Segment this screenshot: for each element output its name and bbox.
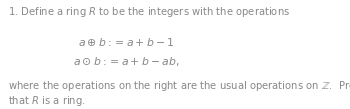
Text: $a \oplus b := a + b - 1$: $a \oplus b := a + b - 1$ bbox=[78, 36, 175, 48]
Text: $a \odot b := a + b - ab,$: $a \odot b := a + b - ab,$ bbox=[74, 55, 180, 68]
Text: that $R$ is a ring.: that $R$ is a ring. bbox=[8, 94, 85, 108]
Text: where the operations on the right are the usual operations on $\mathbb{Z}$.  Pro: where the operations on the right are th… bbox=[8, 79, 350, 93]
Text: 1. Define a ring $R$ to be the integers with the operations: 1. Define a ring $R$ to be the integers … bbox=[8, 5, 290, 19]
